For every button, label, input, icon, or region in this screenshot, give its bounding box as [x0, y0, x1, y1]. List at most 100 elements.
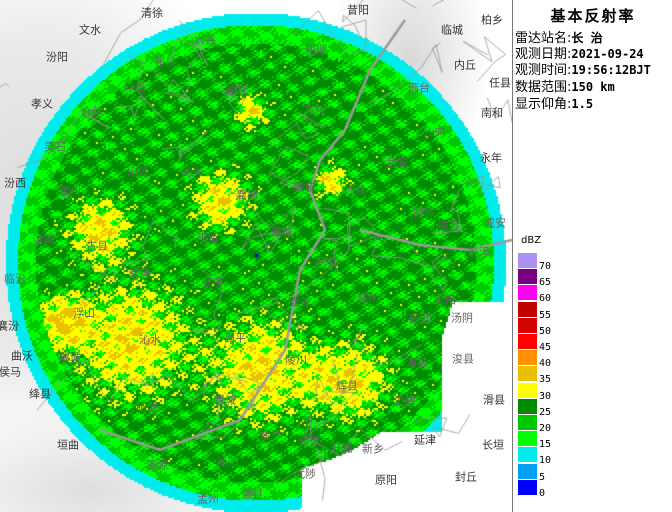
station-row: 雷达站名:长 治 — [515, 30, 603, 47]
legend-swatch — [518, 334, 537, 349]
station-label: 雷达站名: — [515, 31, 572, 46]
city-label: 清徐 — [141, 6, 163, 20]
legend-label: 0 — [539, 487, 546, 499]
legend-swatch — [518, 317, 537, 333]
city-label: 汾阳 — [46, 50, 68, 64]
legend-label: 25 — [539, 406, 552, 418]
city-label: 侯马 — [0, 365, 21, 379]
range-value: 150 km — [571, 80, 615, 94]
city-label: 任县 — [489, 76, 511, 90]
legend-label: 15 — [539, 439, 552, 451]
city-label: 高平 — [224, 331, 246, 345]
city-label: 温县 — [241, 487, 263, 501]
info-panel: 基本反射率 雷达站名:长 治 观测日期:2021-09-24 观测时间:19:5… — [512, 0, 672, 512]
city-label: 安阳 — [434, 293, 456, 307]
city-label: 沁源 — [127, 165, 149, 179]
city-label: 和顺 — [305, 43, 327, 57]
range-row: 数据范围:150 km — [515, 79, 615, 96]
elevation-row: 显示仰角:1.5 — [515, 96, 593, 113]
city-label: 汤阴 — [451, 311, 473, 325]
legend-swatch — [518, 253, 537, 268]
city-label: 临汾 — [4, 272, 26, 286]
time-value: 19:56:12BJT — [571, 63, 651, 77]
city-label: 霍州 — [59, 185, 81, 199]
city-label: 长垣 — [482, 438, 504, 452]
city-label: 垣曲 — [57, 438, 79, 452]
reflectivity-image — [0, 0, 512, 512]
legend-label: 10 — [539, 455, 552, 467]
city-label: 林州 — [357, 291, 379, 305]
city-label: 武陟 — [294, 467, 316, 481]
date-row: 观测日期:2021-09-24 — [515, 46, 644, 63]
legend-swatch — [518, 366, 537, 382]
date-value: 2021-09-24 — [571, 47, 644, 61]
city-label: 昔阳 — [347, 3, 369, 17]
legend-label: 30 — [539, 390, 552, 402]
city-label: 封丘 — [455, 470, 477, 484]
city-label: 介休 — [81, 105, 103, 119]
legend-swatch — [518, 398, 537, 414]
city-label: 阳城 — [136, 401, 158, 415]
city-label: 翼城 — [59, 351, 81, 365]
city-label: 浚县 — [452, 352, 474, 366]
city-label: 陵川 — [285, 353, 307, 367]
city-label: 曲沃 — [11, 349, 33, 363]
date-label: 观测日期: — [515, 47, 572, 62]
city-label: 新乡 — [362, 442, 384, 456]
legend-label: 50 — [539, 325, 552, 337]
legend-swatch — [518, 431, 537, 447]
city-label: 灵石 — [44, 140, 66, 154]
city-label: 邢台 — [408, 81, 430, 95]
legend-swatch — [518, 479, 537, 495]
city-label: 鹤壁 — [409, 312, 431, 326]
city-label: 磁县 — [438, 219, 460, 233]
city-label: 济源 — [146, 458, 168, 472]
city-label: 原阳 — [375, 473, 397, 487]
city-label: 邯郸 — [413, 206, 435, 220]
city-label: 临漳 — [468, 245, 490, 259]
legend-unit: dBZ — [521, 235, 542, 246]
city-label: 长子 — [202, 276, 224, 290]
legend-swatch — [518, 350, 537, 366]
legend-label: 40 — [539, 358, 552, 370]
city-label: 孝义 — [31, 97, 53, 111]
legend-label: 45 — [539, 342, 552, 353]
city-label: 洪洞 — [32, 233, 54, 247]
legend-label: 55 — [539, 309, 552, 321]
city-label: 沁阳 — [217, 455, 239, 469]
legend-label: 60 — [539, 293, 552, 305]
legend-swatch — [518, 382, 537, 398]
city-label: 襄汾 — [0, 319, 19, 333]
city-label: 辉县 — [336, 379, 358, 393]
legend-swatch — [518, 301, 537, 317]
legend-swatch — [518, 447, 537, 463]
city-label: 沁水 — [139, 333, 161, 347]
city-label: 黎城 — [293, 180, 315, 194]
city-label: 焦作 — [260, 429, 282, 443]
legend-label: 20 — [539, 423, 552, 434]
legend-swatch — [518, 463, 537, 479]
city-label: 滑县 — [483, 393, 505, 407]
city-label: 屯留 — [197, 231, 219, 245]
city-label: 襄垣 — [236, 188, 258, 202]
city-label: 浮山 — [73, 306, 95, 320]
city-label: 武安 — [386, 156, 408, 170]
legend-label: 65 — [539, 277, 552, 289]
city-label: 左权 — [304, 103, 326, 117]
station-value: 长 治 — [571, 31, 603, 45]
city-label: 榆社 — [226, 83, 248, 97]
product-title: 基本反射率 — [550, 7, 636, 25]
city-label: 沙河 — [423, 126, 445, 140]
time-label: 观测时间: — [515, 63, 572, 78]
city-label: 临城 — [441, 23, 463, 37]
city-label: 武乡 — [181, 165, 203, 179]
city-label: 文水 — [79, 23, 101, 37]
elevation-label: 显示仰角: — [515, 97, 572, 112]
city-label: 南和 — [481, 106, 503, 120]
legend-label: 5 — [539, 471, 546, 483]
city-label: 获嘉 — [331, 441, 353, 455]
city-label: 淇县 — [406, 356, 428, 370]
city-label: 柏乡 — [481, 13, 503, 27]
city-label: 内丘 — [454, 58, 476, 72]
legend-swatch — [518, 415, 537, 430]
